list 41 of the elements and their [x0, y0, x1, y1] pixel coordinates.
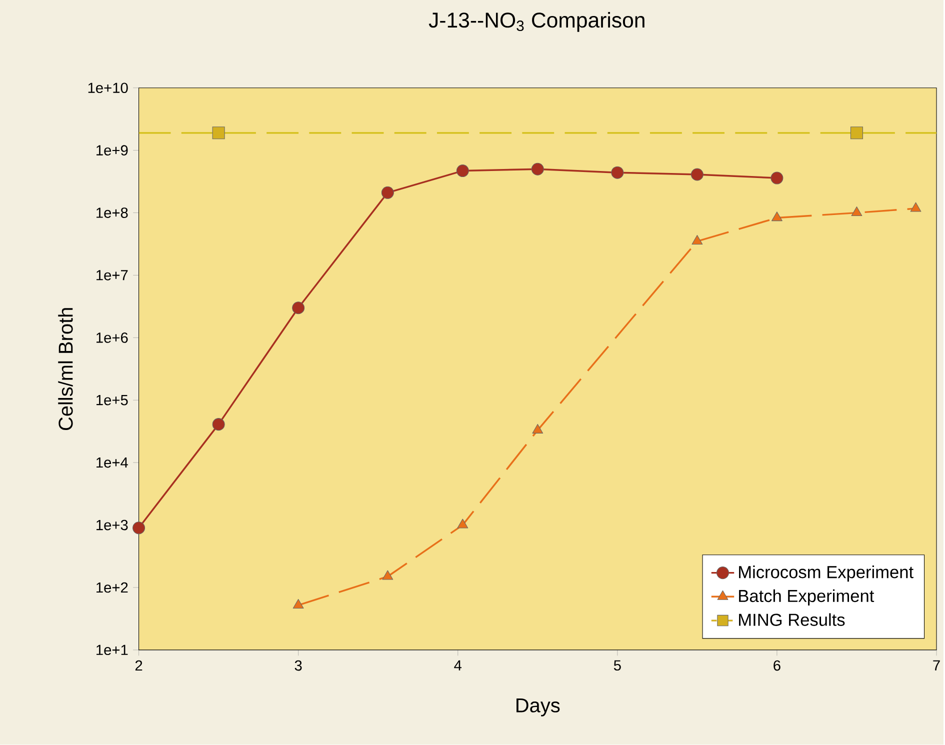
y-tick-label: 1e+9: [96, 145, 128, 156]
point: [770, 172, 784, 184]
point: [381, 186, 394, 199]
point: [692, 235, 703, 245]
point: [212, 418, 225, 431]
x-tick-label: 3: [294, 660, 302, 671]
y-tick-label: 1e+8: [96, 208, 128, 218]
point: [910, 202, 922, 212]
legend-label: MING Results: [739, 613, 845, 626]
point: [850, 126, 863, 140]
x-tick-label: 2: [135, 660, 142, 671]
y-tick-label: 1e+5: [96, 395, 128, 406]
y-tick-label: 1e+6: [96, 332, 128, 343]
point: [611, 166, 624, 179]
y-tick-label: 1e+3: [96, 520, 128, 530]
point: [132, 522, 146, 534]
point: [382, 570, 394, 580]
y-axis-title: Cells/ml Broth: [58, 308, 73, 430]
x-tick-label: 4: [454, 660, 462, 670]
point: [851, 206, 862, 216]
legend-label: Batch Experiment: [739, 589, 874, 606]
point: [532, 424, 544, 434]
point: [531, 162, 544, 176]
point: [457, 518, 468, 528]
point: [690, 168, 704, 181]
x-axis-title: Days: [516, 698, 560, 716]
x-tick-label: 5: [614, 660, 621, 671]
x-tick-label: 7: [933, 660, 940, 670]
y-tick-label: 1e+10: [88, 82, 128, 94]
point: [456, 164, 469, 178]
legend-label: Microcosm Experiment: [739, 566, 914, 582]
y-tick-label: 1e+1: [96, 644, 128, 656]
point: [292, 302, 305, 314]
y-tick-label: 1e+2: [96, 582, 128, 593]
x-tick-label: 6: [774, 660, 780, 671]
y-tick-label: 1e+4: [96, 458, 128, 468]
y-tick-label: 1e+7: [96, 270, 128, 280]
point: [292, 599, 304, 609]
point: [212, 126, 225, 140]
point: [772, 212, 782, 222]
chart-title: J-13--NO$_{3}$ Comparison: [428, 12, 644, 32]
